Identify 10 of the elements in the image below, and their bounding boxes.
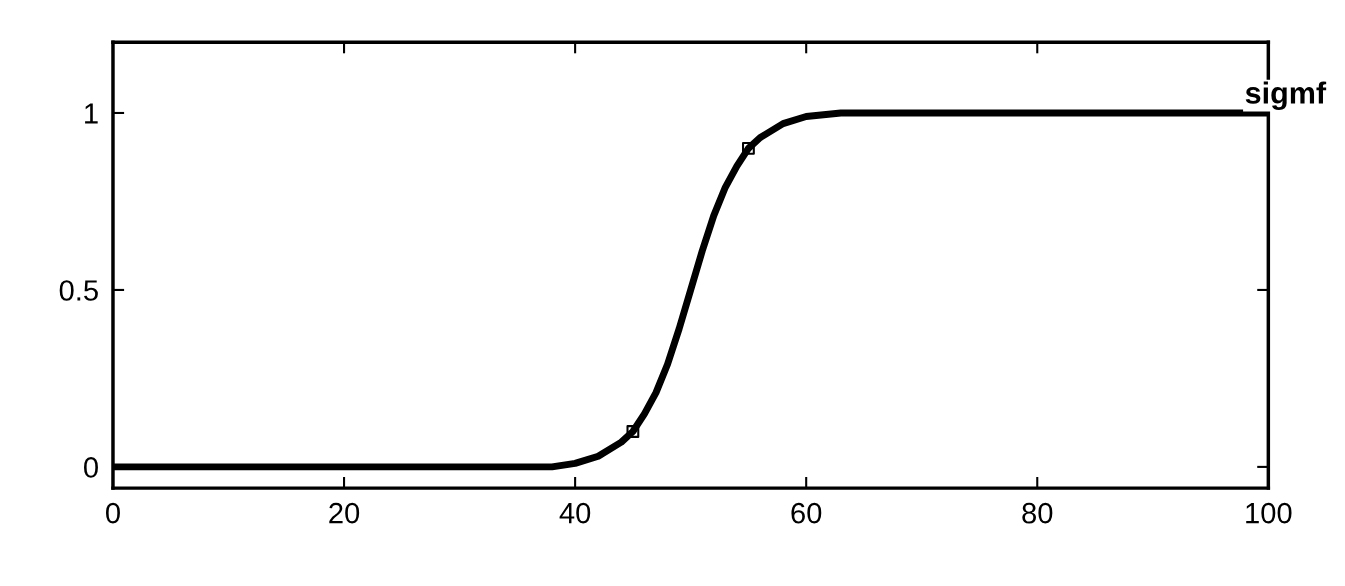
y-tick-label: 0 — [84, 457, 98, 478]
y-tick-label: 1 — [85, 103, 98, 124]
x-tick-label: 60 — [791, 502, 822, 524]
x-tick-label: 40 — [559, 502, 591, 524]
annotation: sigmf — [1245, 81, 1327, 111]
x-tick-label: 100 — [1246, 502, 1292, 524]
x-tick-label: 20 — [329, 502, 360, 524]
y-tick-label: 0.5 — [59, 280, 98, 301]
x-tick-label: 0 — [106, 502, 120, 524]
x-tick-label: 80 — [1022, 502, 1053, 524]
